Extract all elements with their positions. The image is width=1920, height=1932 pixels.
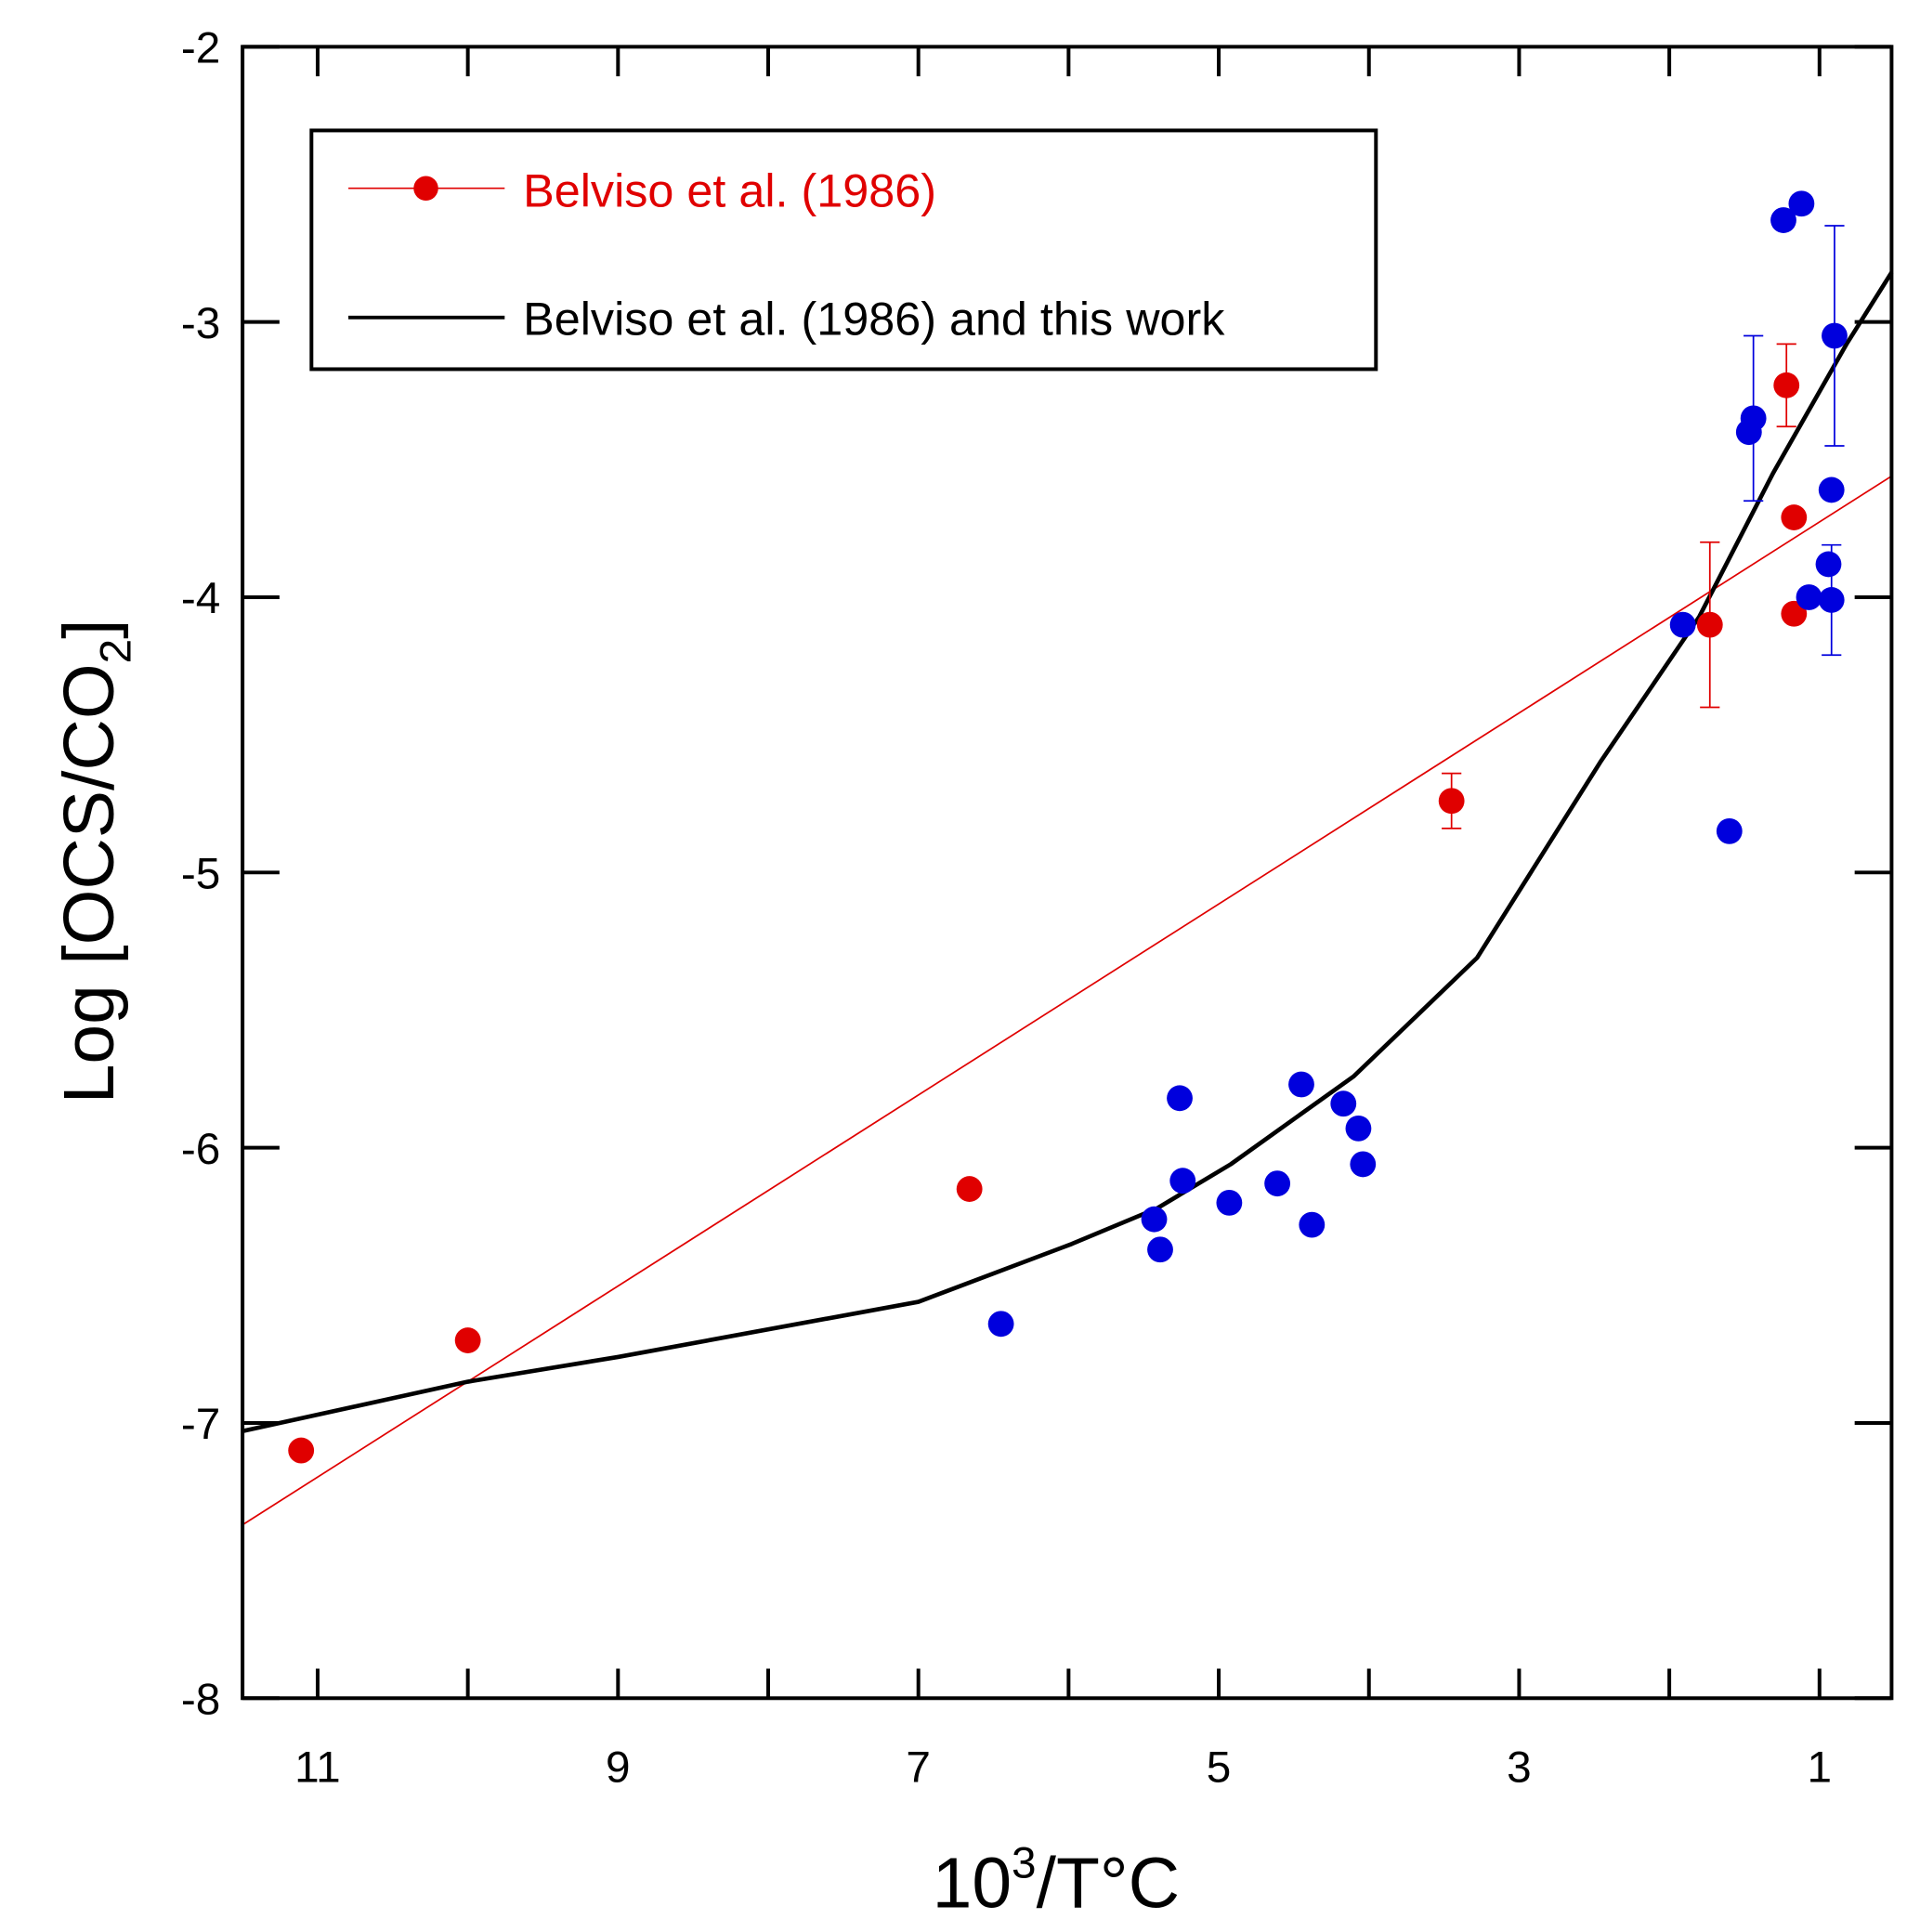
data-point-this-work	[1822, 322, 1848, 349]
legend-box	[309, 128, 1378, 372]
data-point-belviso	[956, 1176, 983, 1202]
legend: Belviso et al. (1986) Belviso et al. (19…	[309, 128, 1378, 372]
x-tick-label: 11	[294, 1743, 341, 1792]
x-tick-label: 1	[1808, 1743, 1833, 1792]
data-point-this-work	[1669, 611, 1696, 638]
data-point-this-work	[1818, 587, 1845, 613]
data-point-belviso	[1773, 372, 1800, 398]
y-tick-label: -3	[181, 299, 220, 348]
data-point-this-work	[1770, 207, 1796, 233]
data-point-this-work	[1818, 476, 1845, 503]
data-point-this-work	[1788, 190, 1815, 217]
x-label-base: 10	[933, 1844, 1012, 1924]
data-point-this-work	[1288, 1071, 1314, 1098]
y-label-end: ]	[49, 619, 129, 638]
x-tick-label: 7	[906, 1743, 931, 1792]
data-point-belviso	[1781, 600, 1808, 627]
y-label-main: Log [OCS/CO	[49, 663, 129, 1103]
y-tick-label: -6	[181, 1125, 220, 1174]
x-tick-label: 3	[1507, 1743, 1532, 1792]
data-point-belviso	[454, 1327, 481, 1353]
legend-entry-0: Belviso et al. (1986)	[523, 164, 936, 217]
data-point-belviso	[1438, 788, 1465, 815]
fit-line-belviso	[242, 475, 1892, 1526]
data-point-this-work	[1815, 551, 1842, 578]
x-tick-label: 9	[606, 1743, 631, 1792]
y-tick-label: -5	[181, 850, 220, 899]
data-point-this-work	[1167, 1085, 1193, 1112]
data-point-this-work	[1264, 1170, 1291, 1197]
y-tick-label: -7	[181, 1400, 220, 1449]
y-tick-label: -4	[181, 574, 220, 623]
x-axis-label: 103/T°C	[933, 1839, 1180, 1924]
legend-entry-1: Belviso et al. (1986) and this work	[523, 292, 1225, 345]
y-label-sub: 2	[92, 639, 141, 664]
data-point-this-work	[1345, 1115, 1372, 1142]
data-point-this-work	[1330, 1090, 1357, 1117]
data-point-this-work	[1716, 817, 1743, 844]
axis-ticks: 11 9 7 5 3 1 -2 -3 -4 -5 -6 -7 -8	[181, 24, 1892, 1792]
legend-red-marker	[413, 176, 438, 201]
data-point-this-work	[1169, 1168, 1196, 1194]
data-point-this-work	[1147, 1236, 1173, 1263]
fit-curve-combined	[242, 271, 1894, 1434]
data-point-this-work	[987, 1311, 1014, 1338]
y-axis-label: Log [OCS/CO2]	[49, 619, 141, 1103]
data-point-belviso	[1781, 504, 1808, 530]
data-point-belviso	[1696, 611, 1723, 638]
x-tick-label: 5	[1207, 1743, 1232, 1792]
data-point-this-work	[1141, 1206, 1168, 1233]
x-label-rest: /T°C	[1037, 1844, 1180, 1924]
data-point-this-work	[1216, 1189, 1243, 1216]
data-point-this-work	[1350, 1151, 1377, 1178]
data-point-belviso	[288, 1437, 315, 1464]
data-point-this-work	[1299, 1211, 1326, 1238]
data-point-this-work	[1740, 405, 1767, 432]
y-tick-label: -2	[181, 24, 220, 73]
data-point-this-work	[1796, 584, 1822, 610]
x-label-sup: 3	[1012, 1839, 1037, 1888]
y-tick-label: -8	[181, 1676, 220, 1725]
chart-marks	[242, 190, 1894, 1526]
